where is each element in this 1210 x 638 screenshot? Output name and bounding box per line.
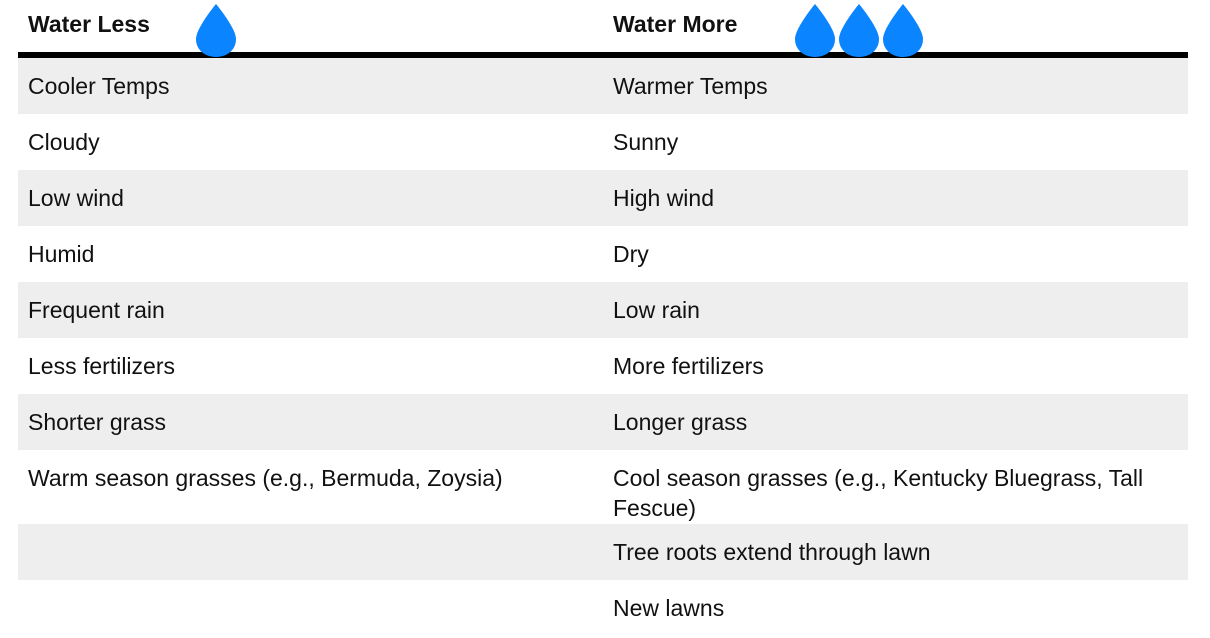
water-more-cell: New lawns xyxy=(613,595,725,621)
water-more-cell: Dry xyxy=(613,241,649,267)
water-drop-icon xyxy=(883,4,923,57)
water-more-header: Water More xyxy=(613,0,737,52)
water-less-cell: Warm season grasses (e.g., Bermuda, Zoys… xyxy=(28,465,503,491)
water-more-cell: More fertilizers xyxy=(613,353,764,379)
water-less-cell: Cooler Temps xyxy=(28,73,170,99)
water-less-cell: Less fertilizers xyxy=(28,353,175,379)
table-row: Less fertilizers More fertilizers xyxy=(18,338,1188,394)
water-drop-icon xyxy=(839,4,879,57)
water-more-cell: Cool season grasses (e.g., Kentucky Blue… xyxy=(613,465,1144,521)
water-less-cell: Cloudy xyxy=(28,129,100,155)
water-more-cell: Tree roots extend through lawn xyxy=(613,539,931,565)
table-row: Cooler Temps Warmer Temps xyxy=(18,58,1188,114)
water-more-drops xyxy=(793,2,925,58)
water-less-title: Water Less xyxy=(28,10,150,37)
table-row: New lawns xyxy=(18,580,1188,636)
water-more-cell: High wind xyxy=(613,185,714,211)
water-less-cell: Frequent rain xyxy=(28,297,165,323)
table-row: Shorter grass Longer grass xyxy=(18,394,1188,450)
water-less-cell: Low wind xyxy=(28,185,124,211)
water-drop-icon xyxy=(196,4,236,57)
water-drop-icon xyxy=(795,4,835,57)
table-row: Low wind High wind xyxy=(18,170,1188,226)
water-less-cell: Humid xyxy=(28,241,95,267)
table-row: Frequent rain Low rain xyxy=(18,282,1188,338)
water-less-header: Water Less xyxy=(28,0,150,52)
table-row: Humid Dry xyxy=(18,226,1188,282)
water-more-cell: Sunny xyxy=(613,129,679,155)
watering-comparison-table: Water Less Water More Cooler Temps Warme… xyxy=(18,0,1188,636)
table-row: Cloudy Sunny xyxy=(18,114,1188,170)
water-more-title: Water More xyxy=(613,10,738,37)
water-more-cell: Warmer Temps xyxy=(613,73,768,99)
water-more-cell: Longer grass xyxy=(613,409,748,435)
water-less-drops xyxy=(194,2,238,58)
table-header: Water Less Water More xyxy=(18,0,1188,58)
table-row: Tree roots extend through lawn xyxy=(18,524,1188,580)
table-row: Warm season grasses (e.g., Bermuda, Zoys… xyxy=(18,450,1188,524)
water-less-cell: Shorter grass xyxy=(28,409,167,435)
water-more-cell: Low rain xyxy=(613,297,700,323)
